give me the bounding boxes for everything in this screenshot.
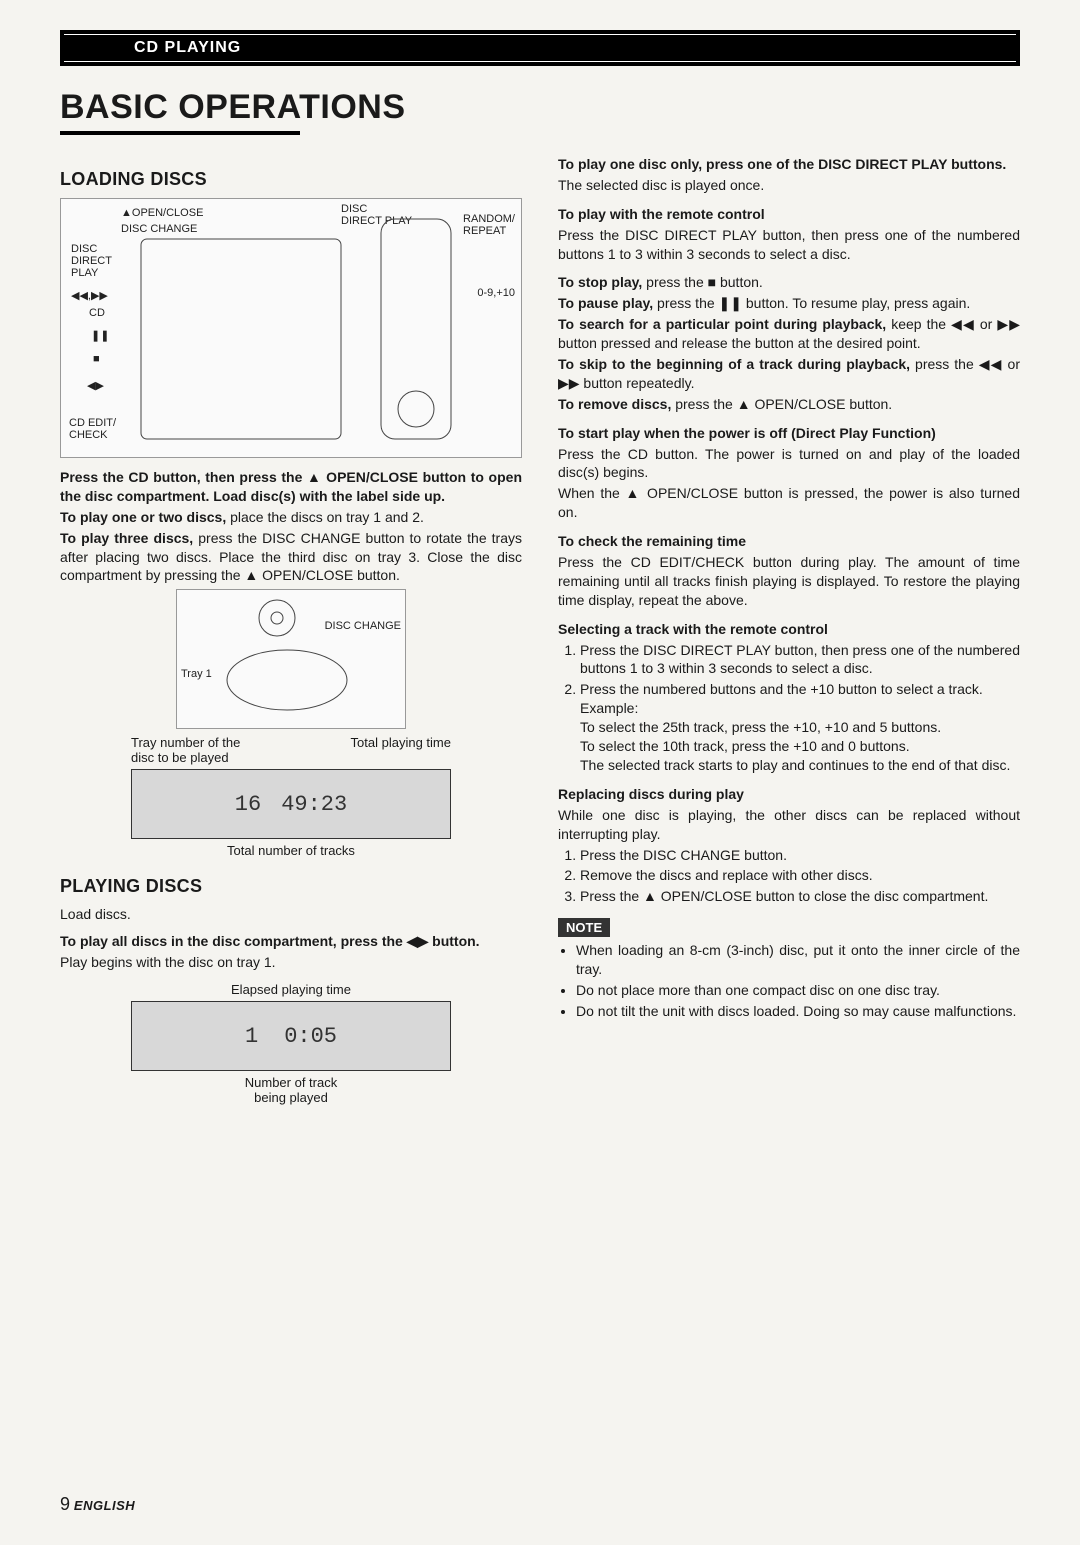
r6-bold: Selecting a track with the remote contro…: [558, 620, 1020, 639]
right-column: To play one disc only, press one of the …: [558, 151, 1020, 1105]
title-underline: [60, 131, 300, 135]
r6-example-label: Example:: [580, 700, 638, 716]
r4-bold: To start play when the power is off (Dir…: [558, 424, 1020, 443]
note-b3: Do not tilt the unit with discs loaded. …: [576, 1002, 1020, 1021]
r6-item1: Press the DISC DIRECT PLAY button, then …: [580, 641, 1020, 679]
lcd2-cap-top: Elapsed playing time: [60, 982, 522, 997]
r3b: To pause play, press the ❚❚ button. To r…: [558, 294, 1020, 313]
r3d-bold: To skip to the beginning of a track duri…: [558, 356, 910, 372]
heading-playing-discs: PLAYING DISCS: [60, 876, 522, 897]
note-list: When loading an 8-cm (3-inch) disc, put …: [558, 941, 1020, 1021]
lcd2-cap-bottom: Number of track being played: [60, 1075, 522, 1105]
page-title: BASIC OPERATIONS: [60, 88, 406, 127]
lcd1-cap-top-right: Total playing time: [351, 735, 451, 765]
diagram-system-remote: ▲OPEN/CLOSE DISC CHANGE DISC DIRECT PLAY…: [60, 198, 522, 458]
note-label: NOTE: [558, 918, 610, 937]
tray-callouts: DISC CHANGE Tray 1: [177, 590, 405, 728]
r3c: To search for a particular point during …: [558, 315, 1020, 353]
page-footer: 9 ENGLISH: [60, 1494, 135, 1515]
r3d: To skip to the beginning of a track duri…: [558, 355, 1020, 393]
diagram-lcd-2: 1 0:05: [131, 1001, 451, 1071]
lcd1-digits-a: 16: [235, 792, 261, 817]
r7-item2: Remove the discs and replace with other …: [580, 866, 1020, 885]
tray-line-art: [177, 590, 405, 728]
r6-item2: Press the numbered buttons and the +10 b…: [580, 680, 1020, 774]
playing-bold: To play all discs in the disc compartmen…: [60, 932, 522, 951]
diagram-line-art: [61, 199, 521, 457]
r6-ex1: To select the 25th track, press the +10,…: [580, 719, 941, 735]
lcd1-readout: 16 49:23: [235, 792, 347, 817]
lcd2-digits-b: 0:05: [284, 1024, 337, 1049]
r2-text: Press the DISC DIRECT PLAY button, then …: [558, 226, 1020, 264]
loading-p2: To play three discs, press the DISC CHAN…: [60, 529, 522, 586]
diagram-callouts: ▲OPEN/CLOSE DISC CHANGE DISC DIRECT PLAY…: [61, 199, 521, 457]
r3a: To stop play, press the ■ button.: [558, 273, 1020, 292]
r3e-rest: press the ▲ OPEN/CLOSE button.: [671, 396, 892, 412]
r7-list: Press the DISC CHANGE button. Remove the…: [558, 846, 1020, 907]
lcd1-cap-bottom: Total number of tracks: [60, 843, 522, 858]
r7-bold: Replacing discs during play: [558, 785, 1020, 804]
header-bar: CD PLAYING: [60, 30, 1020, 66]
page-language: ENGLISH: [74, 1498, 135, 1513]
lcd1-cap-top-left: Tray number of the disc to be played: [131, 735, 240, 765]
r3c-bold: To search for a particular point during …: [558, 316, 886, 332]
lcd1-top-captions: Tray number of the disc to be played Tot…: [131, 735, 451, 765]
r2-bold: To play with the remote control: [558, 205, 1020, 224]
loading-p2-bold: To play three discs,: [60, 530, 193, 546]
content-columns: LOADING DISCS ▲OPEN/CLOSE DISC CHANGE DI…: [0, 151, 1080, 1105]
page-number: 9: [60, 1494, 70, 1514]
r6-item2-text: Press the numbered buttons and the +10 b…: [580, 681, 983, 697]
r3e: To remove discs, press the ▲ OPEN/CLOSE …: [558, 395, 1020, 414]
note-b2: Do not place more than one compact disc …: [576, 981, 1020, 1000]
header-inner: CD PLAYING: [64, 34, 1016, 62]
r1-text: The selected disc is played once.: [558, 176, 1020, 195]
loading-instruction: Press the CD button, then press the ▲ OP…: [60, 468, 522, 506]
lcd2-digits-a: 1: [245, 1024, 258, 1049]
r3b-rest: press the ❚❚ button. To resume play, pre…: [653, 295, 970, 311]
playing-intro: Load discs.: [60, 905, 522, 924]
header-label: CD PLAYING: [134, 39, 241, 56]
heading-loading-discs: LOADING DISCS: [60, 169, 522, 190]
r7-text: While one disc is playing, the other dis…: [558, 806, 1020, 844]
r6-list: Press the DISC DIRECT PLAY button, then …: [558, 641, 1020, 775]
r7-item3: Press the ▲ OPEN/CLOSE button to close t…: [580, 887, 1020, 906]
diagram-lcd-1: 16 49:23: [131, 769, 451, 839]
r1-bold: To play one disc only, press one of the …: [558, 155, 1020, 174]
loading-p1: To play one or two discs, place the disc…: [60, 508, 522, 527]
playing-after: Play begins with the disc on tray 1.: [60, 953, 522, 972]
r5-bold: To check the remaining time: [558, 532, 1020, 551]
r7-item1: Press the DISC CHANGE button.: [580, 846, 1020, 865]
lcd2-readout: 1 0:05: [245, 1024, 337, 1049]
note-b1: When loading an 8-cm (3-inch) disc, put …: [576, 941, 1020, 979]
loading-p1-rest: place the discs on tray 1 and 2.: [226, 509, 424, 525]
r3e-bold: To remove discs,: [558, 396, 671, 412]
r3a-bold: To stop play,: [558, 274, 642, 290]
r3a-rest: press the ■ button.: [642, 274, 763, 290]
r4-text2: When the ▲ OPEN/CLOSE button is pressed,…: [558, 484, 1020, 522]
lcd1-digits-b: 49:23: [281, 792, 347, 817]
r6-ex3: The selected track starts to play and co…: [580, 757, 1010, 773]
r6-ex2: To select the 10th track, press the +10 …: [580, 738, 910, 754]
loading-p1-bold: To play one or two discs,: [60, 509, 226, 525]
r5-text: Press the CD EDIT/CHECK button during pl…: [558, 553, 1020, 610]
diagram-tray: DISC CHANGE Tray 1: [176, 589, 406, 729]
left-column: LOADING DISCS ▲OPEN/CLOSE DISC CHANGE DI…: [60, 151, 522, 1105]
r3b-bold: To pause play,: [558, 295, 653, 311]
r4-text1: Press the CD button. The power is turned…: [558, 445, 1020, 483]
